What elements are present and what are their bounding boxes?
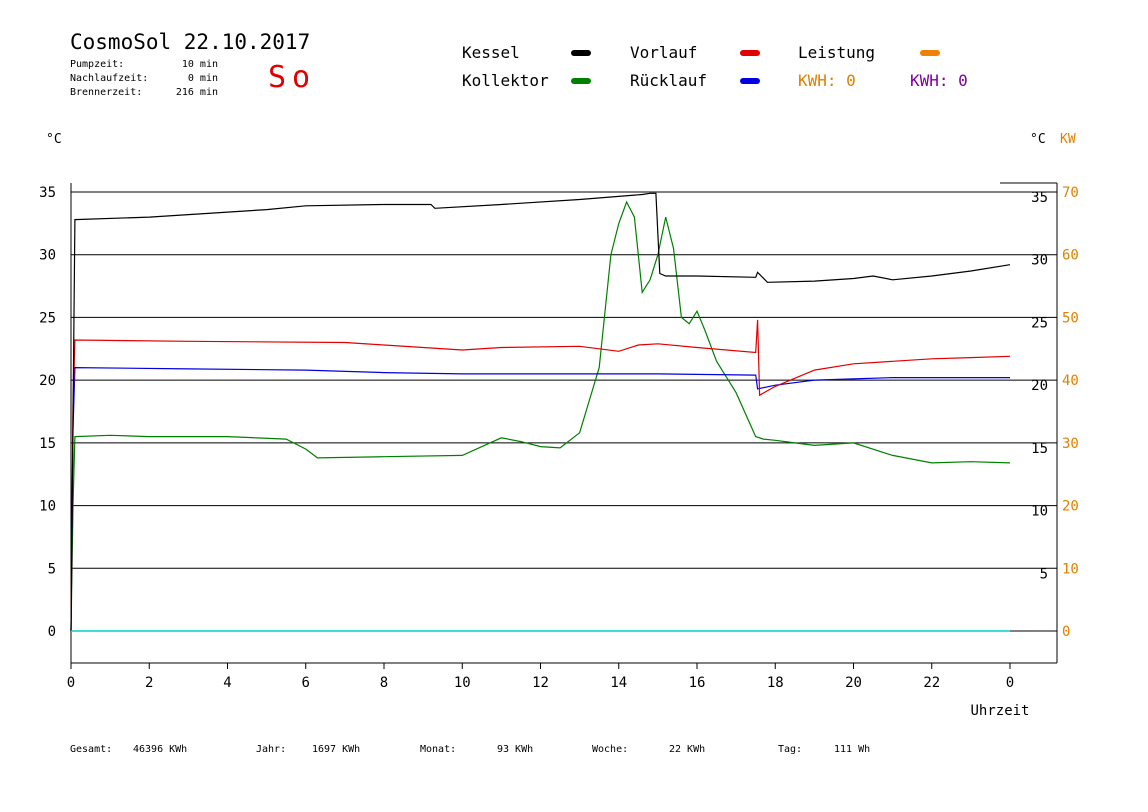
- x-tick-label: 16: [689, 675, 706, 691]
- x-tick-label: 18: [767, 675, 784, 691]
- y-tick-label-right-c: 25: [1031, 315, 1048, 331]
- y-tick-label-right-c: 30: [1031, 253, 1048, 269]
- legend-ruecklauf-label: Rücklauf: [630, 71, 708, 90]
- y-tick-label-left: 15: [39, 436, 56, 452]
- footer-tag-value: 111 Wh: [834, 744, 871, 755]
- weekday-label: So: [268, 60, 317, 95]
- x-tick-label: 0: [1006, 675, 1014, 691]
- y-tick-label-right-kw: 50: [1062, 310, 1079, 326]
- y-tick-label-left: 25: [39, 310, 56, 326]
- y-tick-label-left: 20: [39, 373, 56, 389]
- x-tick-label: 8: [380, 675, 388, 691]
- footer-monat-label: Monat:: [420, 744, 457, 755]
- series-line-ruecklauf: [70, 366, 1010, 632]
- footer-tag-label: Tag:: [778, 744, 803, 755]
- legend-leistung-label: Leistung: [798, 43, 876, 62]
- x-axis-title: Uhrzeit: [970, 703, 1029, 719]
- y-tick-label-left: 5: [48, 561, 56, 577]
- stat-brennerzeit-value: 216 min: [175, 87, 218, 98]
- y-tick-label-right-c: 35: [1031, 190, 1048, 206]
- series-line-vorlauf: [70, 319, 1011, 632]
- stat-nachlaufzeit-label: Nachlaufzeit:: [70, 73, 149, 84]
- x-tick-label: 12: [532, 675, 549, 691]
- legend-kwh-1: KWH: 0: [798, 71, 856, 90]
- x-tick-label: 22: [923, 675, 940, 691]
- y-tick-label-left: 35: [39, 185, 56, 201]
- legend-kollektor-swatch: [571, 78, 591, 84]
- y-tick-label-right-c: 10: [1031, 504, 1048, 520]
- legend-vorlauf-label: Vorlauf: [630, 43, 698, 62]
- stat-nachlaufzeit-value: 0 min: [187, 73, 218, 84]
- legend-ruecklauf-swatch: [740, 78, 760, 84]
- legend-kessel-swatch: [571, 50, 591, 56]
- x-tick-label: 6: [302, 675, 310, 691]
- y-tick-label-left: 30: [39, 248, 56, 264]
- y-tick-label-right-c: 20: [1031, 378, 1048, 394]
- legend-kwh-2: KWH: 0: [910, 71, 968, 90]
- y-tick-label-left: 0: [48, 624, 56, 640]
- legend-vorlauf-swatch: [740, 50, 760, 56]
- chart-title: CosmoSol 22.10.2017: [70, 30, 311, 54]
- footer-jahr-value: 1697 KWh: [312, 744, 361, 755]
- y-tick-label-right-c: 5: [1040, 566, 1048, 582]
- y-tick-label-right-kw: 40: [1062, 373, 1079, 389]
- footer-gesamt-value: 46396 KWh: [133, 744, 188, 755]
- y-tick-label-right-kw: 60: [1062, 248, 1079, 264]
- y-tick-label-right-kw: 0: [1062, 624, 1070, 640]
- x-tick-label: 14: [610, 675, 627, 691]
- y-tick-label-right-kw: 10: [1062, 561, 1079, 577]
- y-tick-label-right-c: 15: [1031, 441, 1048, 457]
- y-tick-label-right-kw: 20: [1062, 499, 1079, 515]
- stat-pumpzeit-label: Pumpzeit:: [70, 59, 125, 70]
- x-tick-label: 4: [223, 675, 231, 691]
- series-line-kessel: [70, 192, 1011, 632]
- y-tick-label-left: 10: [39, 499, 56, 515]
- legend-leistung-swatch: [920, 50, 940, 56]
- stat-pumpzeit-value: 10 min: [181, 59, 218, 70]
- legend-kollektor-label: Kollektor: [462, 71, 549, 90]
- y-tick-label-right-kw: 30: [1062, 436, 1079, 452]
- y-tick-label-right-kw: 70: [1062, 185, 1079, 201]
- x-tick-label: 2: [145, 675, 153, 691]
- legend-kessel-label: Kessel: [462, 43, 520, 62]
- footer-jahr-label: Jahr:: [256, 744, 287, 755]
- y-unit-left: °C: [46, 132, 62, 147]
- footer-gesamt-label: Gesamt:: [70, 744, 113, 755]
- x-tick-label: 20: [845, 675, 862, 691]
- x-tick-label: 0: [67, 675, 75, 691]
- series-line-kollektor: [70, 200, 1011, 632]
- y-unit-right-kw: KW: [1060, 132, 1076, 147]
- stat-brennerzeit-label: Brennerzeit:: [70, 87, 143, 98]
- footer-woche-value: 22 KWh: [669, 744, 706, 755]
- x-tick-label: 10: [454, 675, 471, 691]
- footer-woche-label: Woche:: [592, 744, 629, 755]
- footer-monat-value: 93 KWh: [497, 744, 534, 755]
- y-unit-right-c: °C: [1030, 132, 1046, 147]
